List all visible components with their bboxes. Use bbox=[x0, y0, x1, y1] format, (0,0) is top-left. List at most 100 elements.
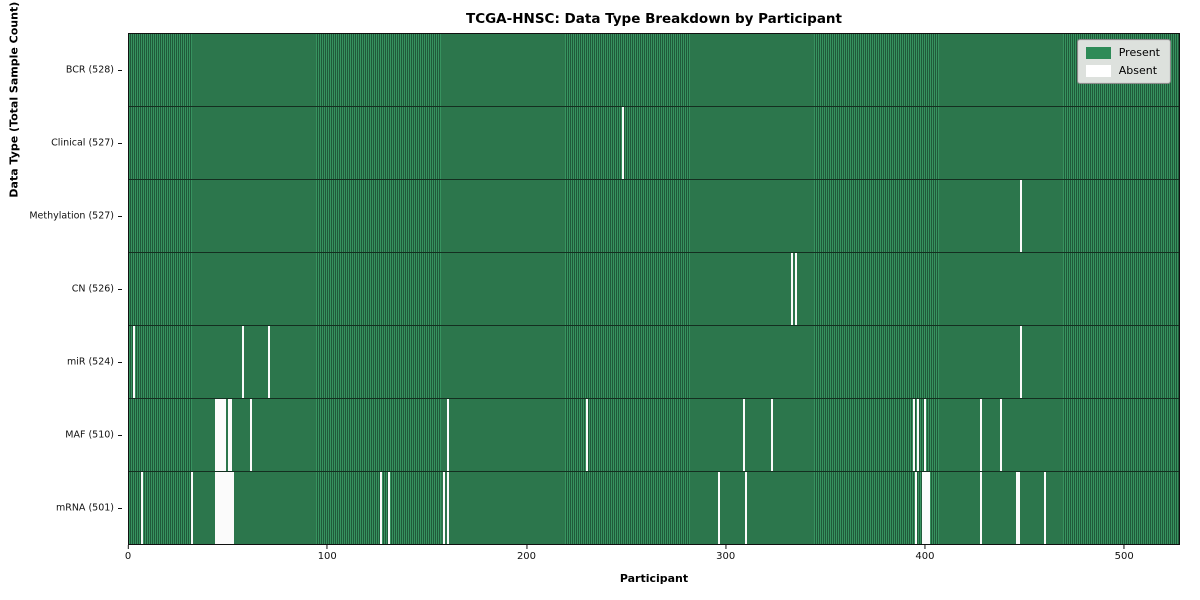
absent-stripe bbox=[447, 472, 450, 544]
heatmap-rows bbox=[129, 34, 1179, 544]
absent-stripe bbox=[218, 472, 221, 544]
heatmap-row-mir bbox=[129, 326, 1179, 399]
absent-stripe bbox=[250, 399, 253, 471]
y-tick-label-clinical: Clinical (527) bbox=[51, 137, 114, 149]
absent-stripe bbox=[1043, 472, 1046, 544]
absent-stripe bbox=[447, 399, 450, 471]
absent-stripe bbox=[190, 472, 193, 544]
legend-label: Present bbox=[1118, 46, 1160, 59]
y-tick-mark bbox=[118, 362, 122, 364]
absent-stripe bbox=[622, 107, 625, 179]
x-tick-100: 100 bbox=[318, 545, 337, 562]
y-tick-label-methylation: Methylation (527) bbox=[29, 210, 114, 222]
heatmap-row-cn bbox=[129, 253, 1179, 326]
y-tick-cell: miR (524) bbox=[0, 326, 122, 399]
absent-stripe bbox=[791, 253, 794, 325]
x-tick-mark bbox=[525, 545, 527, 549]
absent-stripe bbox=[1017, 472, 1020, 544]
absent-stripe bbox=[230, 399, 233, 471]
y-tick-mark bbox=[118, 435, 122, 437]
absent-stripe bbox=[443, 472, 446, 544]
x-tick-label: 500 bbox=[1114, 551, 1134, 562]
absent-stripe bbox=[980, 399, 983, 471]
absent-stripe bbox=[224, 472, 227, 544]
y-tick-mark bbox=[118, 69, 122, 71]
absent-stripe bbox=[268, 326, 271, 398]
absent-stripe bbox=[1015, 472, 1018, 544]
legend-item-absent: Absent bbox=[1085, 64, 1160, 77]
x-tick-label: 400 bbox=[915, 551, 935, 562]
absent-stripe bbox=[980, 472, 983, 544]
x-axis-title: Participant bbox=[619, 572, 689, 585]
y-tick-label-mrna: mRNA (501) bbox=[55, 502, 114, 514]
chart-title: TCGA-HNSC: Data Type Breakdown by Partic… bbox=[465, 11, 842, 27]
y-tick-label-bcr: BCR (528) bbox=[65, 64, 114, 76]
absent-stripe bbox=[586, 399, 589, 471]
legend-swatch-present bbox=[1085, 46, 1111, 59]
absent-stripe bbox=[216, 472, 219, 544]
absent-stripe bbox=[228, 399, 231, 471]
y-tick-mark bbox=[118, 508, 122, 510]
x-tick-label: 300 bbox=[716, 551, 736, 562]
y-tick-mark bbox=[118, 288, 122, 290]
x-tick-label: 200 bbox=[516, 551, 537, 562]
absent-stripe bbox=[214, 472, 217, 544]
y-tick-mark bbox=[118, 215, 122, 217]
absent-stripe bbox=[912, 399, 915, 471]
absent-stripe bbox=[1000, 399, 1003, 471]
absent-stripe bbox=[771, 399, 774, 471]
absent-stripe bbox=[387, 472, 390, 544]
absent-stripe bbox=[232, 472, 235, 544]
heatmap-row-mrna bbox=[129, 472, 1179, 544]
legend-label: Absent bbox=[1118, 64, 1158, 77]
absent-stripe bbox=[242, 326, 245, 398]
absent-stripe bbox=[717, 472, 720, 544]
absent-stripe bbox=[220, 472, 223, 544]
x-tick-200: 200 bbox=[517, 545, 536, 562]
y-tick-cell: mRNA (501) bbox=[0, 472, 122, 545]
absent-stripe bbox=[924, 399, 927, 471]
x-tick-label: 100 bbox=[317, 551, 337, 562]
absent-stripe bbox=[922, 472, 925, 544]
absent-stripe bbox=[228, 472, 231, 544]
y-tick-label-maf: MAF (510) bbox=[65, 429, 114, 441]
absent-stripe bbox=[222, 399, 225, 471]
x-tick-label: 0 bbox=[124, 551, 132, 562]
y-tick-label-cn: CN (526) bbox=[71, 283, 114, 295]
absent-stripe bbox=[214, 399, 217, 471]
absent-stripe bbox=[132, 326, 135, 398]
legend: Present Absent bbox=[1076, 39, 1171, 84]
absent-stripe bbox=[224, 399, 227, 471]
absent-stripe bbox=[218, 399, 221, 471]
y-axis-tick-labels: BCR (528) Clinical (527) Methylation (527)… bbox=[0, 33, 122, 545]
x-tick-400: 400 bbox=[915, 545, 935, 562]
plot-area: Present Absent bbox=[128, 33, 1180, 545]
heatmap-row-clinical bbox=[129, 107, 1179, 180]
heatmap-row-maf bbox=[129, 399, 1179, 472]
absent-stripe bbox=[743, 399, 746, 471]
absent-stripe bbox=[222, 472, 225, 544]
absent-stripe bbox=[140, 472, 143, 544]
x-tick-0: 0 bbox=[125, 545, 131, 562]
y-tick-label-mir: miR (524) bbox=[66, 356, 114, 368]
x-axis-ticks: 0 100 200 300 400 500 bbox=[125, 545, 1180, 569]
x-tick-mark bbox=[326, 545, 328, 549]
x-tick-mark bbox=[924, 545, 926, 549]
absent-stripe bbox=[1019, 326, 1022, 398]
absent-stripe bbox=[795, 253, 798, 325]
y-tick-cell: BCR (528) bbox=[0, 33, 122, 106]
heatmap-row-methylation bbox=[129, 180, 1179, 253]
absent-stripe bbox=[216, 399, 219, 471]
absent-stripe bbox=[924, 472, 927, 544]
legend-item-present: Present bbox=[1085, 46, 1160, 59]
x-tick-500: 500 bbox=[1115, 545, 1134, 562]
x-tick-300: 300 bbox=[716, 545, 735, 562]
absent-stripe bbox=[916, 399, 919, 471]
x-tick-mark bbox=[1123, 545, 1125, 549]
absent-stripe bbox=[379, 472, 382, 544]
absent-stripe bbox=[745, 472, 748, 544]
y-tick-cell: MAF (510) bbox=[0, 399, 122, 472]
y-tick-cell: CN (526) bbox=[0, 252, 122, 325]
heatmap-row-bcr bbox=[129, 34, 1179, 107]
